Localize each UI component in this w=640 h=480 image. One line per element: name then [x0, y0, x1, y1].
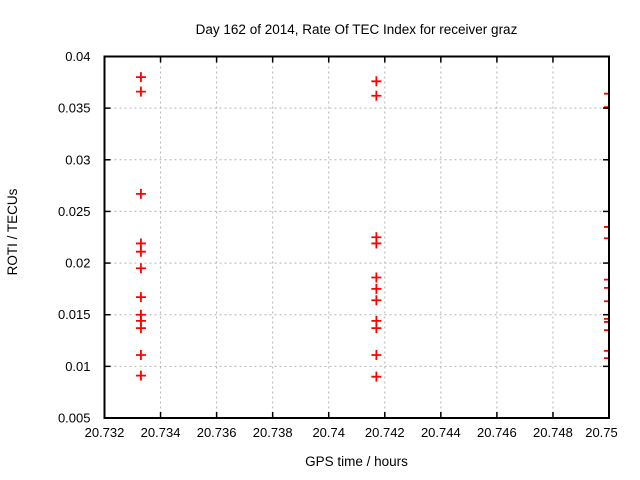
y-tick-label: 0.01 — [65, 359, 90, 374]
data-point-marker — [604, 102, 609, 113]
data-point-marker — [135, 246, 146, 257]
data-point-marker — [604, 313, 609, 324]
data-point-marker — [604, 296, 609, 307]
axes — [103, 55, 610, 419]
x-tick-label: 20.74 — [312, 425, 345, 440]
data-point-marker — [135, 370, 146, 381]
data-point-marker — [371, 349, 382, 360]
data-point-marker — [135, 188, 146, 199]
data-point-marker — [604, 233, 609, 244]
data-point-marker — [604, 221, 609, 232]
data-point-marker — [604, 316, 609, 327]
data-point-marker — [135, 349, 146, 360]
data-points — [135, 72, 609, 382]
x-tick-label: 20.736 — [197, 425, 237, 440]
data-point-marker — [604, 274, 609, 285]
x-tick-label: 20.734 — [141, 425, 181, 440]
y-tick-label: 0.03 — [65, 152, 90, 167]
chart-title: Day 162 of 2014, Rate Of TEC Index for r… — [196, 22, 518, 37]
y-tick-label: 0.015 — [58, 307, 91, 322]
data-point-marker — [135, 323, 146, 334]
x-tick-label: 20.742 — [365, 425, 405, 440]
plot-border — [103, 55, 610, 419]
y-axis-label: ROTI / TECUs — [5, 188, 20, 275]
grid-lines — [104, 56, 609, 418]
y-tick-label: 0.02 — [65, 256, 90, 271]
data-point-marker — [135, 263, 146, 274]
data-point-marker — [371, 283, 382, 294]
x-tick-label: 20.738 — [253, 425, 293, 440]
data-point-marker — [604, 345, 609, 356]
data-point-marker — [604, 325, 609, 336]
data-point-marker — [371, 90, 382, 101]
y-tick-label: 0.04 — [65, 49, 90, 64]
x-tick-label: 20.744 — [421, 425, 461, 440]
x-tick-label: 20.746 — [477, 425, 517, 440]
data-point-marker — [135, 72, 146, 83]
y-tick-label: 0.035 — [58, 101, 91, 116]
x-tick-label: 20.748 — [533, 425, 573, 440]
data-point-marker — [371, 238, 382, 249]
x-tick-label: 20.732 — [85, 425, 125, 440]
data-point-marker — [371, 272, 382, 283]
data-point-marker — [135, 292, 146, 303]
data-point-marker — [604, 282, 609, 293]
data-point-marker — [371, 76, 382, 87]
data-point-marker — [371, 323, 382, 334]
data-point-marker — [371, 295, 382, 306]
data-point-marker — [371, 371, 382, 382]
y-tick-label: 0.025 — [58, 204, 91, 219]
x-axis-label: GPS time / hours — [305, 454, 408, 469]
data-point-marker — [135, 86, 146, 97]
tick-labels: 20.732 20.734 20.736 20.738 20.74 20.742 20.74… — [58, 49, 618, 440]
data-point-marker — [604, 353, 609, 364]
data-point-marker — [604, 88, 609, 99]
x-tick-label: 20.75 — [585, 425, 618, 440]
y-tick-label: 0.005 — [58, 411, 91, 426]
